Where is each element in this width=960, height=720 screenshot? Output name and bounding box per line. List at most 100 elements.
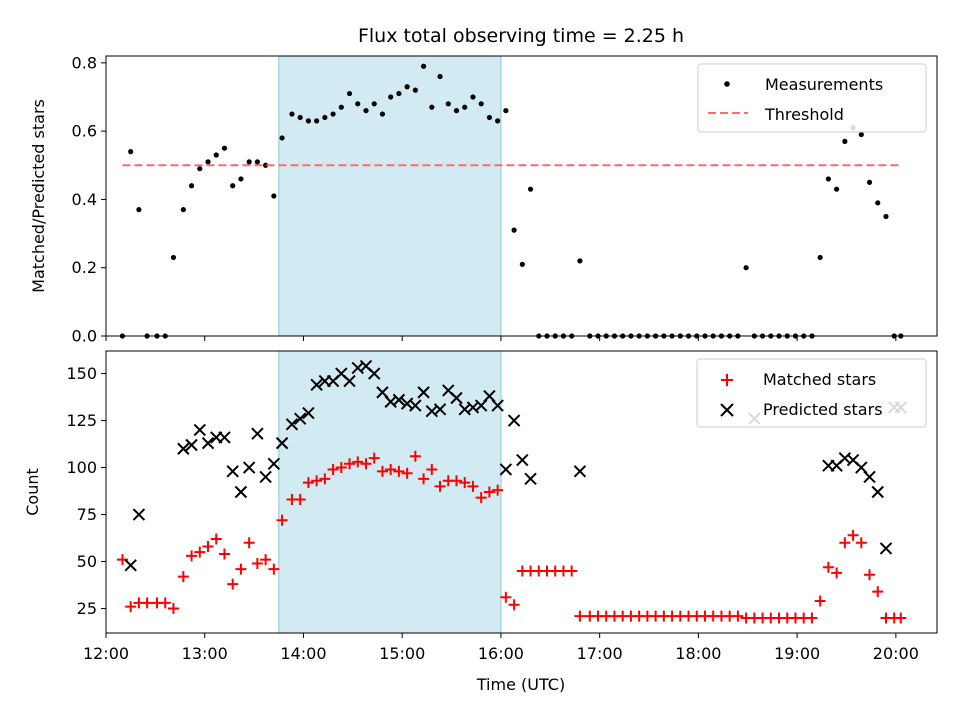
measurement-point <box>221 145 228 151</box>
predicted-star-point <box>226 465 239 478</box>
bottom-xticks-group: 12:00 13:00 14:00 15:00 16:00 17:00 18:00 19:00… <box>83 633 919 663</box>
measurement-point <box>355 101 361 107</box>
measurement-point <box>495 118 501 124</box>
measurement-point <box>289 111 295 117</box>
matched-star-point <box>872 586 884 598</box>
bottom-ytick-label: 100 <box>66 458 97 477</box>
matched-star-point <box>451 475 463 487</box>
top-ytick-label: 0.2 <box>72 258 97 277</box>
xtick-label: 17:00 <box>577 644 623 663</box>
matched-star-point <box>467 480 479 492</box>
predicted-star-point <box>302 406 315 420</box>
matched-star-point <box>260 554 272 566</box>
measurement-point <box>279 135 285 141</box>
measurement-point <box>170 254 177 261</box>
predicted-star-point <box>368 367 381 380</box>
xtick-label: 16:00 <box>478 644 524 663</box>
measurement-point <box>197 166 203 172</box>
matched-star-point <box>459 477 471 489</box>
predicted-star-point <box>242 461 256 474</box>
xtick-label: 14:00 <box>280 644 326 663</box>
matched-star-point <box>855 537 867 549</box>
measurement-point <box>519 261 525 267</box>
matched-star-point <box>806 612 818 624</box>
matched-star-point <box>574 610 586 622</box>
measurement-point <box>883 213 889 220</box>
bottom-ytick-label: 150 <box>66 364 97 383</box>
predicted-star-point <box>132 508 146 521</box>
bottom-legend-box <box>696 358 927 428</box>
top-ytick-label: 0.4 <box>72 190 97 209</box>
top-plot-frame <box>105 55 938 337</box>
measurement-point <box>875 200 881 206</box>
bottom-panel: 25 50 75 100 125 150 12:00 13:00 14:00 15:00 16:0… <box>23 350 938 694</box>
top-legend: Measurements Threshold <box>697 63 927 133</box>
predicted-star-point <box>201 436 215 450</box>
measurement-point <box>842 138 848 144</box>
legend-matched-label: Matched stars <box>763 370 876 389</box>
matched-star-point <box>141 597 153 609</box>
legend-measurements-marker <box>724 81 730 87</box>
legend-threshold-label: Threshold <box>764 105 844 124</box>
predicted-star-point <box>185 438 198 452</box>
predicted-star-point <box>871 485 884 499</box>
predicted-star-point <box>218 431 231 444</box>
top-ytick-label: 0.6 <box>72 122 97 141</box>
measurement-point <box>396 90 402 97</box>
matched-star-point <box>167 603 179 615</box>
matched-star-point <box>202 541 214 553</box>
matched-star-point <box>814 595 826 607</box>
matched-star-point <box>251 557 263 569</box>
measurement-point <box>213 152 219 158</box>
measurement-point <box>453 108 460 114</box>
predicted-star-point <box>409 399 422 412</box>
matched-star-point <box>822 561 834 573</box>
measurement-point <box>379 111 386 117</box>
measurement-point <box>478 101 484 107</box>
measurement-point <box>297 114 303 121</box>
measurement-point <box>817 254 823 261</box>
matched-star-point <box>268 563 280 575</box>
matched-star-point <box>194 546 206 558</box>
legend-predicted-marker <box>720 403 734 417</box>
measurement-point <box>322 114 328 121</box>
matched-star-point <box>294 494 306 506</box>
top-yticks-group: 0.0 0.2 0.4 0.6 0.8 <box>72 53 106 346</box>
measurement-point <box>486 114 493 121</box>
measurement-point <box>743 265 749 271</box>
matched-star-point <box>327 463 339 475</box>
measurement-point <box>858 131 864 138</box>
xtick-label: 18:00 <box>675 644 721 663</box>
measurement-point <box>238 176 244 182</box>
measurement-point <box>470 94 476 100</box>
predicted-star-point <box>234 485 248 499</box>
top-shaded-interval <box>278 55 502 337</box>
legend-matched-marker <box>721 374 733 386</box>
top-legend-box <box>697 63 927 133</box>
bottom-ytick-label: 50 <box>77 552 97 571</box>
measurement-point <box>338 104 344 110</box>
bottom-ytick-label: 125 <box>66 411 97 430</box>
measurement-point <box>330 111 336 117</box>
matched-star-point <box>401 467 413 479</box>
matched-star-point <box>243 537 255 549</box>
xtick-label: 13:00 <box>182 644 228 663</box>
matched-star-point <box>235 563 247 575</box>
predicted-star-point <box>259 470 272 484</box>
matched-star-point <box>831 567 843 579</box>
matched-star-point <box>895 612 907 624</box>
measurement-point <box>128 149 134 155</box>
measurement-point <box>180 207 186 213</box>
matched-star-point <box>360 458 372 470</box>
predicted-star-point <box>177 442 190 455</box>
matched-star-point <box>186 550 198 562</box>
xtick-label: 12:00 <box>83 644 129 663</box>
matched-star-point <box>276 514 288 526</box>
matched-star-point <box>393 465 405 477</box>
matched-star-point <box>434 480 446 492</box>
bottom-ytick-label: 75 <box>77 505 97 524</box>
measurement-point <box>825 176 831 182</box>
predicted-star-point <box>491 399 504 412</box>
matched-star-point <box>864 569 876 581</box>
